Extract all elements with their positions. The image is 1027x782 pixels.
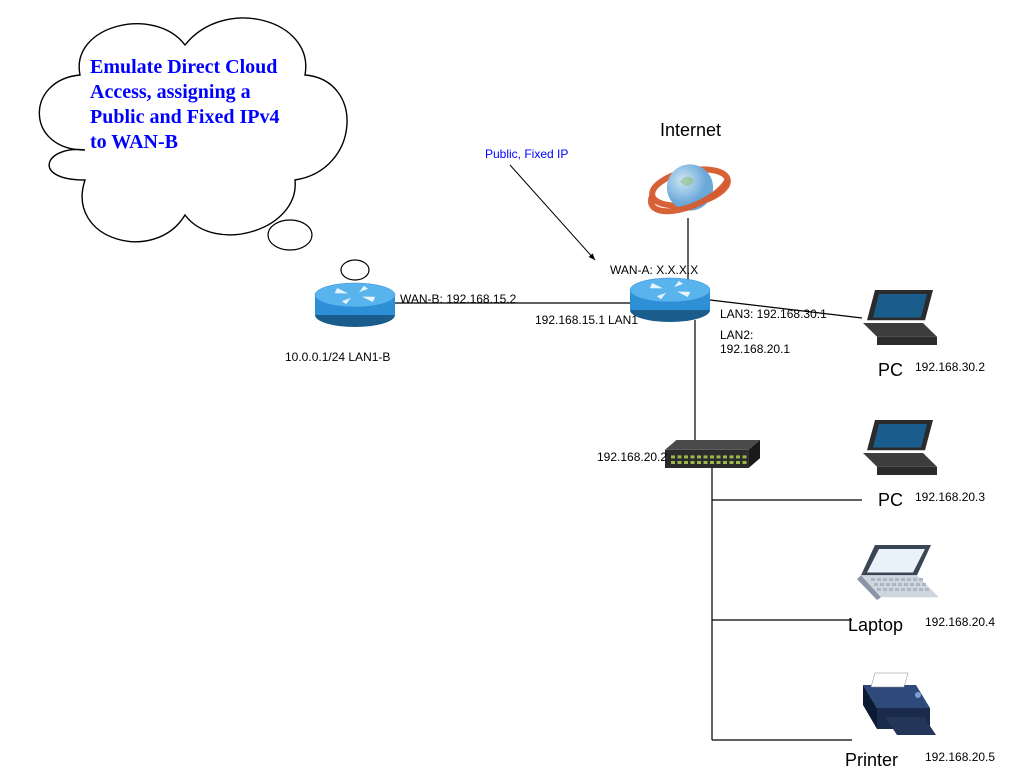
printer-ip: 192.168.20.5 bbox=[925, 750, 995, 764]
pc1-icon bbox=[863, 290, 937, 345]
switch-icon bbox=[665, 440, 760, 468]
laptop-label: Laptop bbox=[848, 615, 903, 636]
laptop-icon bbox=[857, 545, 939, 600]
printer-icon bbox=[863, 673, 936, 735]
iface-label-7: 192.168.20.1 bbox=[720, 342, 790, 356]
pc2-ip: 192.168.20.3 bbox=[915, 490, 985, 504]
pc2-icon bbox=[863, 420, 937, 475]
pc1-ip: 192.168.30.2 bbox=[915, 360, 985, 374]
iface-label-1: WAN-B: 192.168.15.2 bbox=[400, 292, 516, 306]
diagram-canvas: Emulate Direct Cloud Access, assigning a… bbox=[0, 0, 1027, 782]
printer-label: Printer bbox=[845, 750, 898, 771]
laptop-ip: 192.168.20.4 bbox=[925, 615, 995, 629]
iface-label-6: LAN2: bbox=[720, 328, 753, 342]
pc2-label: PC bbox=[878, 490, 903, 511]
iface-label-4: 10.0.0.1/24 LAN1-B bbox=[285, 350, 390, 364]
iface-label-0: WAN-A: X.X.X.X bbox=[610, 263, 698, 277]
annotation-public-ip: Public, Fixed IP bbox=[485, 147, 568, 161]
iface-label-5: LAN3: 192.168.30.1 bbox=[720, 307, 827, 321]
iface-label-3: LAN1 bbox=[608, 313, 638, 327]
internet-label: Internet bbox=[660, 120, 721, 141]
pc1-label: PC bbox=[878, 360, 903, 381]
internet-icon bbox=[649, 163, 732, 215]
iface-label-2: 192.168.15.1 bbox=[535, 313, 605, 327]
router-b-icon bbox=[315, 283, 395, 327]
router-a-icon bbox=[630, 278, 710, 322]
iface-label-8: 192.168.20.2 bbox=[597, 450, 667, 464]
cloud-callout-text: Emulate Direct Cloud Access, assigning a… bbox=[90, 55, 290, 155]
